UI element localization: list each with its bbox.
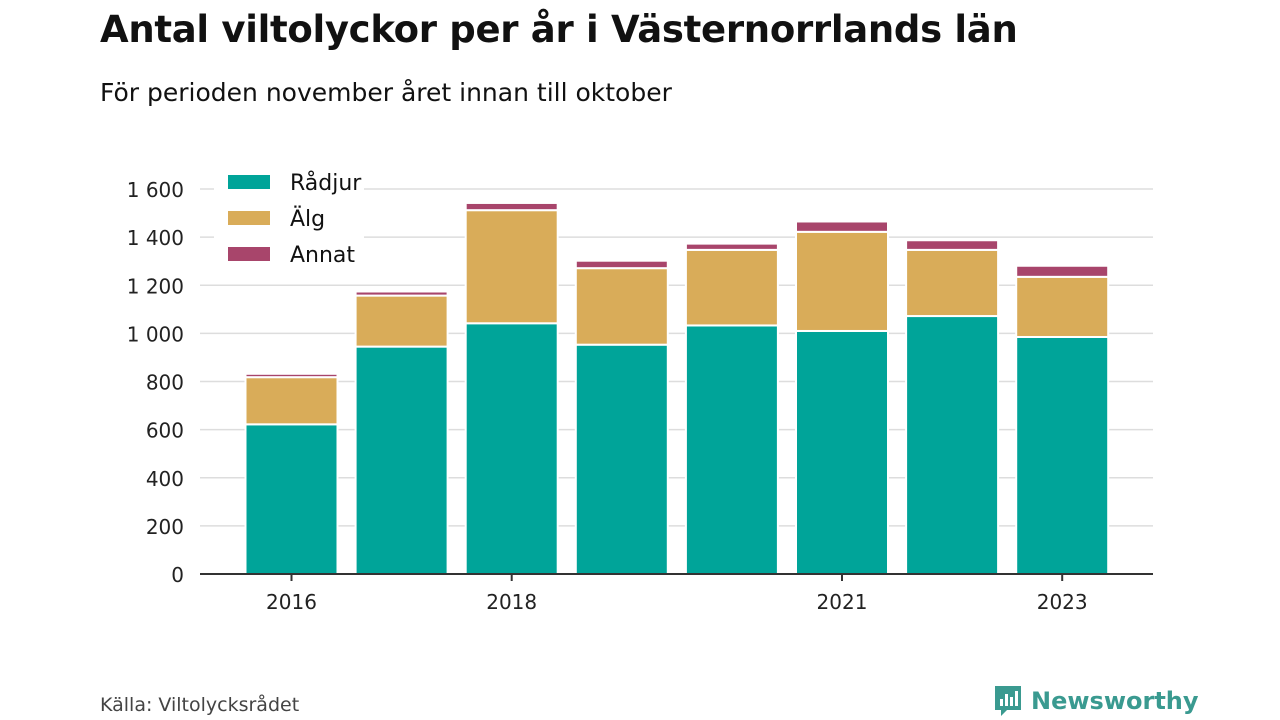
bar-segment-rådjur	[684, 324, 779, 576]
y-tick-label: 1 000	[127, 322, 184, 346]
bar-segment-annat	[354, 290, 449, 297]
y-tick-label: 600	[146, 419, 184, 443]
x-tick-label: 2018	[486, 590, 537, 614]
chart-title: Antal viltolyckor per år i Västernorrlan…	[100, 8, 1018, 51]
legend-swatch	[228, 247, 270, 261]
x-tick-label: 2021	[817, 590, 868, 614]
source-note: Källa: Viltolycksrådet	[100, 694, 300, 716]
y-axis-ticks: 0 200 400 600 800 1 000 1 200 1 400 1 600	[127, 178, 184, 587]
x-axis: 2016 2018 2021 2023	[200, 573, 1153, 614]
bar-segment-älg	[684, 248, 779, 327]
legend-label: Älg	[290, 206, 325, 232]
bar-segment-älg	[244, 376, 339, 426]
bar-segment-annat	[244, 372, 339, 379]
chart-subtitle: För perioden november året innan till ok…	[100, 78, 672, 107]
bar-segment-rådjur	[1015, 335, 1110, 575]
x-tick-label: 2016	[266, 590, 317, 614]
legend-swatch	[228, 211, 270, 225]
brand: Newsworthy	[993, 684, 1199, 718]
y-tick-label: 1 400	[127, 226, 184, 250]
bar-segment-älg	[574, 267, 669, 346]
y-tick-label: 1 200	[127, 274, 184, 298]
bar-segment-rådjur	[574, 343, 669, 576]
bar-segment-annat	[905, 239, 1000, 251]
bar-segment-rådjur	[244, 423, 339, 575]
bar-segment-rådjur	[795, 329, 889, 575]
newsworthy-logo-icon	[995, 686, 1021, 716]
bar-segment-annat	[684, 242, 779, 251]
bar-segment-rådjur	[464, 322, 559, 575]
bar-segment-annat	[464, 201, 559, 212]
bar-segment-annat	[574, 259, 669, 270]
brand-name: Newsworthy	[1031, 687, 1199, 715]
legend-label: Annat	[290, 243, 355, 268]
legend-swatch	[228, 175, 270, 189]
bar-segment-annat	[795, 220, 889, 233]
legend-label: Rådjur	[290, 170, 362, 196]
x-tick-label: 2023	[1037, 590, 1088, 614]
bar-segment-älg	[464, 209, 559, 325]
bar-segment-rådjur	[905, 315, 1000, 575]
y-tick-label: 400	[146, 467, 184, 491]
bar-segment-älg	[354, 294, 449, 348]
y-tick-label: 0	[171, 563, 184, 587]
bar-segment-älg	[795, 230, 889, 332]
legend: Rådjur Älg Annat	[214, 166, 364, 270]
bar-segment-rådjur	[354, 345, 449, 575]
y-tick-label: 1 600	[127, 178, 184, 202]
y-tick-label: 200	[146, 515, 184, 539]
bars	[244, 201, 1110, 576]
bar-segment-älg	[905, 248, 1000, 318]
bar-segment-älg	[1015, 275, 1110, 338]
y-tick-label: 800	[146, 371, 184, 395]
bar-segment-annat	[1015, 264, 1110, 278]
